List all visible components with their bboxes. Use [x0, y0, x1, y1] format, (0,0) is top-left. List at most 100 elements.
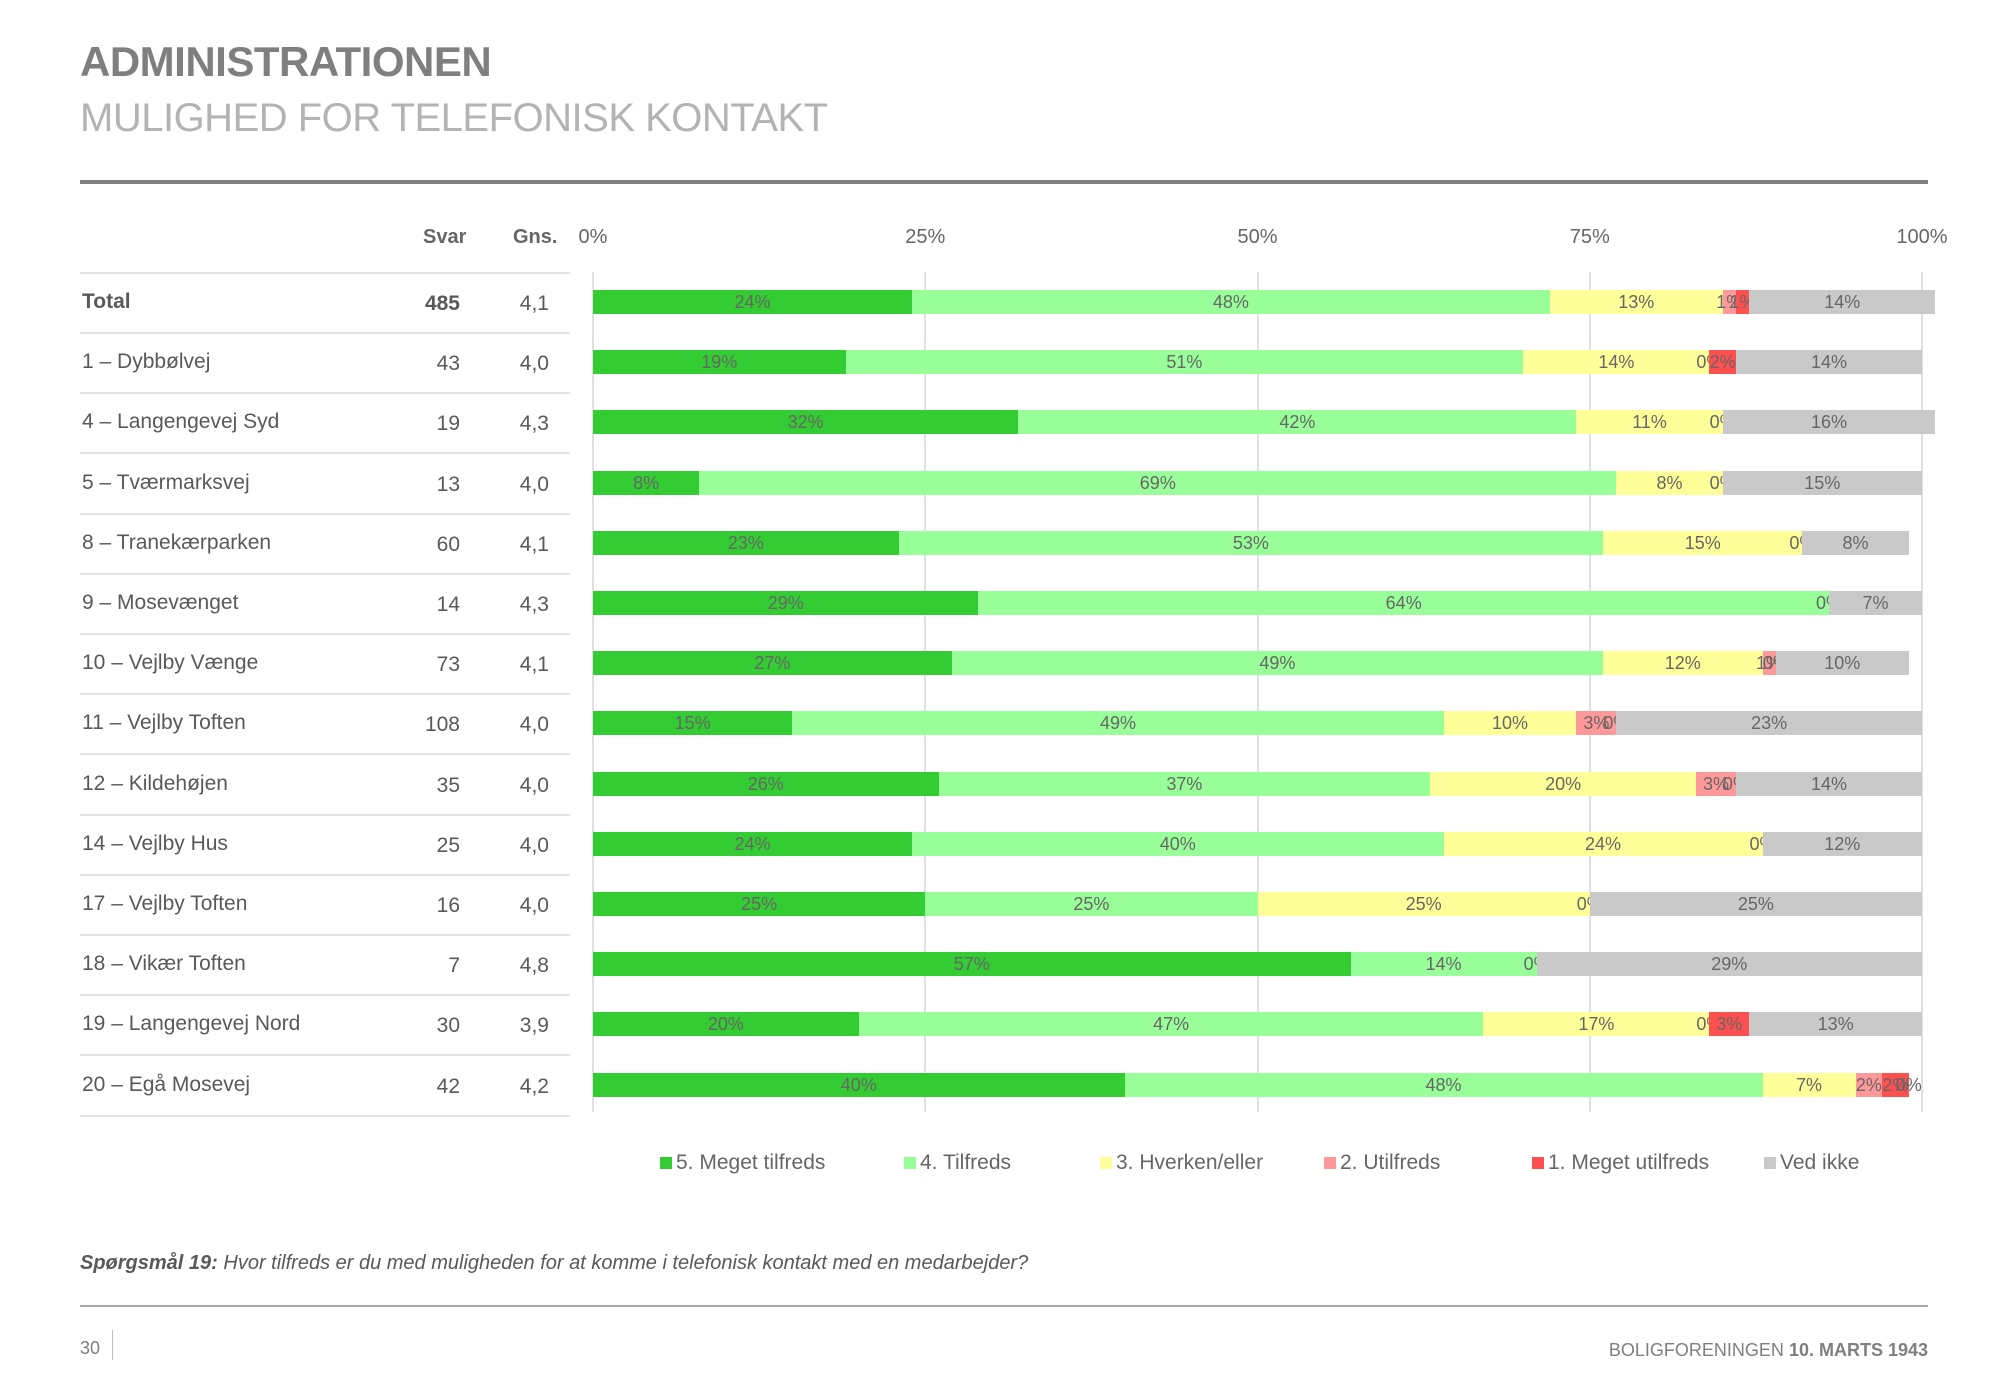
- page-number: 30: [80, 1338, 101, 1358]
- row-divider: [80, 753, 570, 756]
- data-label: 20%: [707, 1014, 744, 1035]
- data-label: 14%: [1810, 773, 1847, 794]
- data-label: 14%: [1598, 352, 1635, 373]
- row-label: 12 – Kildehøjen: [82, 771, 228, 795]
- svar-value: 42: [436, 1074, 460, 1098]
- svar-value: 108: [424, 713, 460, 737]
- svar-value: 35: [436, 773, 460, 797]
- data-label: 29%: [767, 593, 804, 613]
- bar-segment: [1257, 892, 1590, 916]
- row-divider: [80, 693, 570, 696]
- data-label: 15%: [1684, 532, 1721, 553]
- svar-value: 25: [436, 833, 460, 857]
- bar-segment: [1536, 952, 1922, 977]
- data-label: 10%: [1824, 653, 1861, 674]
- bar-segment: [1735, 771, 1922, 796]
- bar-segment: [792, 711, 1444, 736]
- bar-segment: [1749, 290, 1936, 314]
- row-label: 10 – Vejlby Vænge: [82, 651, 259, 675]
- data-label: 48%: [1212, 292, 1249, 312]
- question-label: Spørgsmål 19:: [80, 1252, 218, 1274]
- data-label: 14%: [1824, 292, 1861, 312]
- bar-segment: [911, 290, 1550, 314]
- bar-segment: [1589, 892, 1922, 916]
- legend-swatch: [904, 1157, 916, 1169]
- bar-segment: [1576, 711, 1617, 736]
- bar-segment: [593, 1072, 1125, 1097]
- bar-segment: [1762, 831, 1922, 856]
- bar-segment: [593, 771, 939, 796]
- legend-swatch: [1764, 1157, 1776, 1169]
- data-label: 24%: [734, 292, 771, 312]
- bar-segment: [593, 952, 1351, 977]
- data-label: 2%: [1709, 352, 1736, 373]
- bar-segment: [1430, 771, 1697, 796]
- legend-item: 1. Meget utilfreds: [1532, 1151, 1709, 1175]
- svar-value: 73: [436, 653, 460, 677]
- gns-value: 4,0: [519, 713, 549, 737]
- bar-segment: [1576, 410, 1723, 435]
- bar-segment: [1549, 290, 1723, 314]
- data-label: 47%: [1153, 1014, 1190, 1035]
- row-label: 11 – Vejlby Toften: [82, 711, 246, 735]
- gns-value: 4,1: [519, 292, 549, 315]
- chart-legend: 5. Meget tilfreds 4. Tilfreds 3. Hverken/e…: [660, 1151, 1900, 1181]
- data-label: 16%: [1810, 412, 1847, 433]
- bar-segment: [593, 1012, 859, 1037]
- data-label: 3%: [1702, 773, 1730, 794]
- bar-segment: [593, 290, 912, 314]
- bar-segment: [1882, 1072, 1909, 1097]
- bar-segment: [1762, 651, 1776, 676]
- data-label: 8%: [1656, 472, 1683, 493]
- bar-segment: [699, 470, 1617, 495]
- bar-segment: [1616, 470, 1723, 495]
- header-divider: [80, 180, 1928, 184]
- footer-divider: [80, 1305, 1928, 1307]
- bar-segment: [1762, 1072, 1856, 1097]
- x-tick-label: 25%: [905, 226, 946, 248]
- data-label: 24%: [734, 833, 771, 854]
- bar-segment: [593, 711, 793, 736]
- x-tick-label: 0%: [578, 226, 608, 248]
- gridline: [1588, 272, 1591, 1112]
- x-tick-label: 75%: [1569, 226, 1610, 248]
- legend-swatch: [1324, 1157, 1336, 1169]
- legend-item: 4. Tilfreds: [904, 1151, 1011, 1175]
- bar-segment: [593, 831, 912, 856]
- svar-value: 13: [436, 472, 460, 496]
- row-label: 20 – Egå Mosevej: [82, 1072, 251, 1096]
- bar-segment: [1722, 410, 1936, 435]
- data-label: 57%: [953, 954, 990, 975]
- row-divider: [80, 332, 570, 334]
- bar-segment: [1828, 591, 1922, 615]
- gns-value: 4,3: [519, 593, 549, 616]
- data-label: 15%: [1804, 472, 1841, 493]
- bar-segment: [1018, 410, 1577, 435]
- row-label: 9 – Mosevænget: [82, 591, 239, 614]
- legend-label: 1. Meget utilfreds: [1548, 1151, 1710, 1174]
- data-label: 26%: [747, 773, 784, 794]
- bar-segment: [593, 350, 846, 375]
- org-date: 10. MARTS 1943: [1788, 1340, 1928, 1360]
- gns-column-header: Gns.: [513, 226, 558, 248]
- bar-segment: [951, 651, 1604, 676]
- bar-segment: [1722, 290, 1736, 314]
- data-label: 12%: [1664, 653, 1701, 674]
- bar-segment: [593, 470, 700, 495]
- data-label: 10%: [1491, 713, 1529, 734]
- data-label: 29%: [1711, 954, 1748, 975]
- row-label: 1 – Dybbølvej: [82, 350, 211, 374]
- data-label: 7%: [1796, 1074, 1823, 1095]
- legend-item: 2. Utilfreds: [1324, 1151, 1440, 1175]
- row-label: 5 – Tværmarksvej: [82, 470, 250, 494]
- data-label: 40%: [840, 1074, 877, 1095]
- data-label: 12%: [1824, 833, 1861, 854]
- data-label: 11%: [1632, 412, 1667, 433]
- data-label: 23%: [727, 532, 764, 553]
- svar-value: 16: [436, 894, 460, 917]
- gns-value: 4,3: [519, 412, 549, 436]
- question-text: Spørgsmål 19: Hvor tilfreds er du med mu…: [80, 1252, 1028, 1275]
- row-label: Total: [82, 290, 131, 313]
- gns-value: 4,0: [519, 894, 549, 917]
- row-label: 19 – Langengevej Nord: [82, 1012, 301, 1036]
